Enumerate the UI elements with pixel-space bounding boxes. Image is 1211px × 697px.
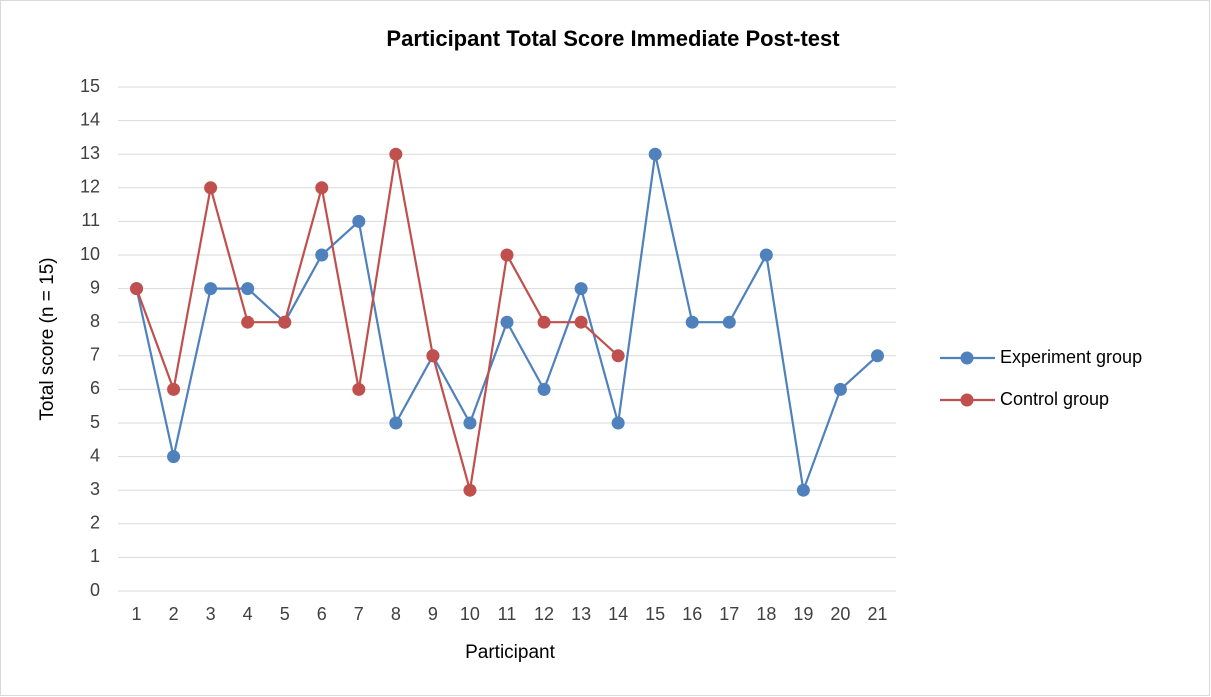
y-tick-label: 1 bbox=[90, 546, 100, 566]
data-point bbox=[352, 214, 366, 228]
y-tick-label: 11 bbox=[81, 210, 100, 230]
data-point bbox=[130, 282, 144, 296]
x-tick-label: 12 bbox=[534, 604, 554, 624]
y-tick-label: 10 bbox=[80, 244, 100, 264]
data-point bbox=[537, 382, 551, 396]
x-axis-label: Participant bbox=[465, 642, 555, 663]
x-tick-label: 7 bbox=[354, 604, 364, 624]
data-point bbox=[537, 315, 551, 329]
y-tick-label: 14 bbox=[80, 109, 100, 129]
x-tick-label: 16 bbox=[682, 604, 702, 624]
x-tick-label: 17 bbox=[719, 604, 739, 624]
x-tick-label: 18 bbox=[756, 604, 776, 624]
x-tick-label: 13 bbox=[571, 604, 591, 624]
legend-marker bbox=[960, 393, 974, 407]
data-point bbox=[241, 282, 255, 296]
y-tick-label: 8 bbox=[90, 311, 100, 331]
x-tick-label: 20 bbox=[830, 604, 850, 624]
data-point bbox=[574, 282, 588, 296]
x-tick-label: 19 bbox=[793, 604, 813, 624]
y-tick-label: 9 bbox=[90, 277, 100, 297]
legend-label: Experiment group bbox=[1000, 347, 1142, 367]
data-point bbox=[870, 349, 884, 363]
data-point bbox=[611, 416, 625, 430]
x-tick-label: 8 bbox=[391, 604, 401, 624]
y-tick-label: 13 bbox=[80, 143, 100, 163]
data-point bbox=[204, 282, 218, 296]
x-tick-label: 15 bbox=[645, 604, 665, 624]
data-point bbox=[574, 315, 588, 329]
series-line bbox=[135, 154, 619, 491]
data-point bbox=[648, 147, 662, 161]
y-tick-label: 12 bbox=[80, 177, 100, 197]
y-tick-label: 4 bbox=[90, 445, 100, 465]
x-tick-label: 10 bbox=[460, 604, 480, 624]
x-tick-label: 11 bbox=[498, 604, 517, 624]
data-point bbox=[315, 181, 329, 195]
y-tick-label: 7 bbox=[90, 345, 100, 365]
data-point bbox=[241, 315, 255, 329]
x-tick-label: 3 bbox=[206, 604, 216, 624]
data-point bbox=[611, 349, 625, 363]
data-point bbox=[685, 315, 699, 329]
legend-label: Control group bbox=[1000, 389, 1109, 409]
data-point bbox=[278, 315, 292, 329]
x-tick-label: 4 bbox=[243, 604, 253, 624]
y-tick-label: 5 bbox=[90, 412, 100, 432]
data-point bbox=[500, 315, 514, 329]
y-tick-label: 2 bbox=[90, 513, 100, 533]
legend-marker bbox=[960, 351, 974, 365]
data-point bbox=[315, 248, 329, 262]
y-tick-label: 15 bbox=[80, 76, 100, 96]
data-point bbox=[500, 248, 514, 262]
data-point bbox=[759, 248, 773, 262]
data-point bbox=[167, 382, 181, 396]
x-tick-label: 14 bbox=[608, 604, 628, 624]
data-point bbox=[463, 483, 477, 497]
data-point bbox=[796, 483, 810, 497]
data-point bbox=[463, 416, 477, 430]
y-tick-label: 0 bbox=[90, 580, 100, 600]
x-tick-label: 2 bbox=[169, 604, 179, 624]
data-point bbox=[722, 315, 736, 329]
data-point bbox=[426, 349, 440, 363]
y-tick-label: 3 bbox=[90, 479, 100, 499]
x-tick-label: 6 bbox=[317, 604, 327, 624]
x-tick-label: 9 bbox=[428, 604, 438, 624]
data-point bbox=[389, 416, 403, 430]
data-point bbox=[204, 181, 218, 195]
data-point bbox=[167, 450, 181, 464]
x-tick-label: 1 bbox=[132, 604, 142, 624]
data-point bbox=[389, 147, 403, 161]
data-point bbox=[352, 382, 366, 396]
y-axis-label: Total score (n = 15) bbox=[37, 257, 58, 420]
x-tick-label: 21 bbox=[867, 604, 887, 624]
x-tick-label: 5 bbox=[280, 604, 290, 624]
chart-title: Participant Total Score Immediate Post-t… bbox=[386, 26, 840, 51]
data-point bbox=[833, 382, 847, 396]
y-tick-label: 6 bbox=[90, 378, 100, 398]
